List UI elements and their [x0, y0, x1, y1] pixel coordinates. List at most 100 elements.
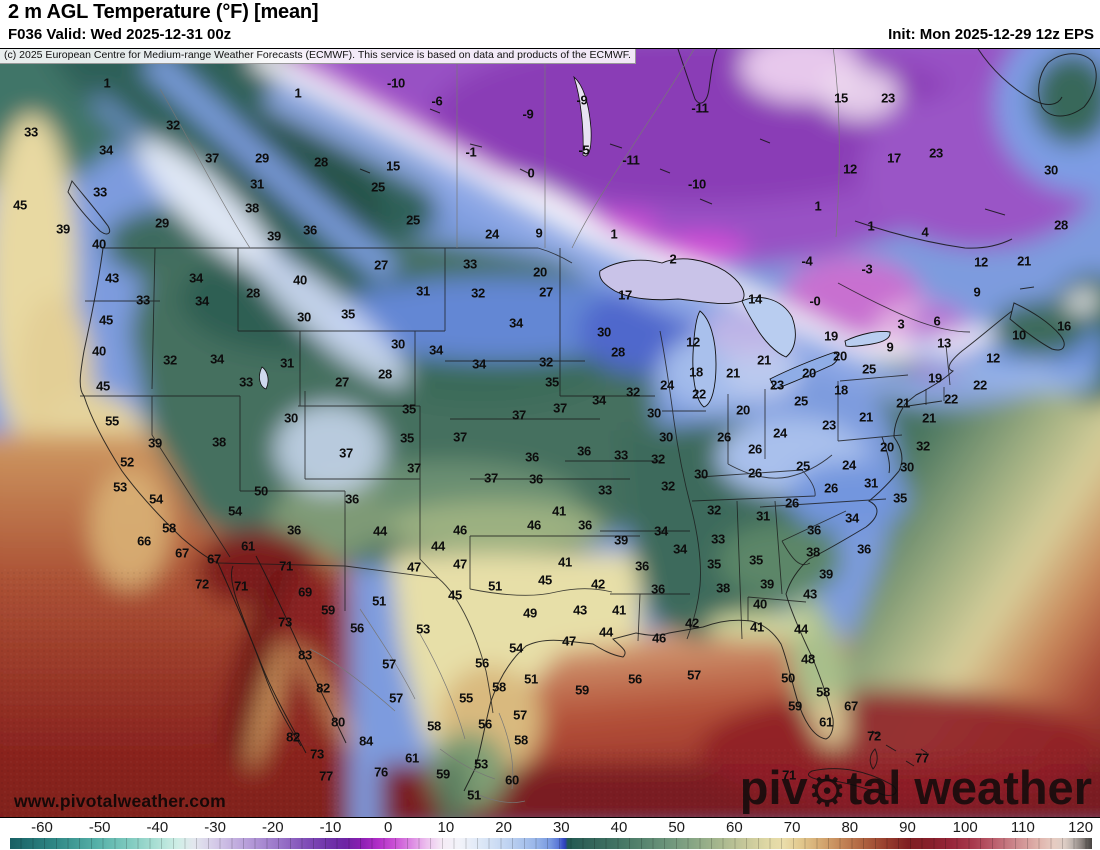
- temp-label: 84: [359, 733, 373, 749]
- temp-label: 35: [545, 374, 559, 390]
- temp-label: 28: [378, 366, 392, 382]
- temp-label: 48: [801, 651, 815, 667]
- temp-label: 25: [371, 179, 385, 195]
- temp-label: 59: [436, 766, 450, 782]
- temp-label: 1: [103, 75, 111, 91]
- temp-label: 67: [175, 545, 189, 561]
- colorbar: -60 -50 -40 -30 -20 -10 0 10 20 30 40 50 60 70 80 90 100…: [0, 818, 1100, 850]
- temp-label: -3: [861, 261, 873, 277]
- temp-label: 31: [280, 355, 294, 371]
- temp-label: 37: [553, 400, 567, 416]
- temp-label: 38: [806, 544, 820, 560]
- temp-label: 12: [686, 334, 700, 350]
- temp-label: 29: [255, 150, 269, 166]
- temp-label: -4: [801, 253, 813, 269]
- temp-label: 32: [651, 451, 665, 467]
- map-labels-layer: 1 1 33 32 34 37 29 28 31 33 38 45 29 39 36 39 40 43 34 40 28…: [0, 49, 1100, 817]
- temp-label: 56: [475, 655, 489, 671]
- temp-label: 35: [893, 490, 907, 506]
- temp-label: 25: [794, 393, 808, 409]
- temp-label: 44: [431, 538, 445, 554]
- temp-label: 21: [859, 409, 873, 425]
- temp-label: 82: [286, 729, 300, 745]
- temp-label: 32: [471, 285, 485, 301]
- temp-label: 44: [599, 624, 613, 640]
- temp-label: 37: [205, 150, 219, 166]
- init-time-label: Init: Mon 2025-12-29 12z EPS: [888, 26, 1094, 43]
- temp-label: 30: [659, 429, 673, 445]
- temp-label: 36: [578, 517, 592, 533]
- temp-label: 26: [824, 480, 838, 496]
- temp-label: 47: [562, 633, 576, 649]
- colorbar-tick: 20: [495, 819, 512, 836]
- temp-label: 17: [618, 287, 632, 303]
- temp-label: 22: [944, 391, 958, 407]
- colorbar-tick: 120: [1068, 819, 1094, 836]
- colorbar-tick: -50: [88, 819, 111, 836]
- temp-label: 39: [56, 221, 70, 237]
- temp-label: 41: [558, 554, 572, 570]
- colorbar-tick: -40: [146, 819, 169, 836]
- stipple-overlay-gulf: [560, 749, 1100, 817]
- temp-label: -11: [691, 100, 709, 116]
- temp-label: 39: [819, 566, 833, 582]
- temp-label: 33: [463, 256, 477, 272]
- temp-label: -10: [688, 176, 706, 192]
- temp-label: 47: [453, 556, 467, 572]
- temp-label: 34: [654, 523, 668, 539]
- temp-label: 34: [673, 541, 687, 557]
- temp-label: 54: [509, 640, 523, 656]
- temp-label: 53: [474, 756, 488, 772]
- temp-label: 71: [782, 767, 796, 783]
- temp-label: 73: [278, 614, 292, 630]
- temp-label: 9: [973, 284, 981, 300]
- temp-label: -9: [576, 92, 588, 108]
- attribution-note: (c) 2025 European Centre for Medium-rang…: [0, 49, 636, 64]
- temp-label: 53: [113, 479, 127, 495]
- temp-label: 31: [756, 508, 770, 524]
- temp-label: 26: [748, 441, 762, 457]
- temp-label: 16: [1057, 318, 1071, 334]
- temp-label: 56: [628, 671, 642, 687]
- temp-label: -5: [578, 142, 590, 158]
- map-header: 2 m AGL Temperature (°F) [mean] F036 Val…: [0, 0, 1100, 48]
- temp-label: 54: [228, 503, 242, 519]
- temp-label: 19: [928, 370, 942, 386]
- temp-label: 30: [284, 410, 298, 426]
- temp-label: 36: [635, 558, 649, 574]
- temp-label: 69: [298, 584, 312, 600]
- temp-label: 32: [661, 478, 675, 494]
- temp-label: 35: [749, 552, 763, 568]
- temp-label: 46: [527, 517, 541, 533]
- temp-label: -11: [622, 152, 640, 168]
- temp-label: 51: [467, 787, 481, 803]
- temp-label: 18: [834, 382, 848, 398]
- temp-label: 36: [577, 443, 591, 459]
- temp-label: 41: [750, 619, 764, 635]
- temp-label: 36: [651, 581, 665, 597]
- colorbar-tick: 90: [899, 819, 916, 836]
- colorbar-tick: -30: [204, 819, 226, 836]
- temp-label: 33: [614, 447, 628, 463]
- temp-label: 31: [250, 176, 264, 192]
- watermark-url: www.pivotalweather.com: [14, 791, 226, 811]
- temp-label: 61: [819, 714, 833, 730]
- temp-label: 45: [538, 572, 552, 588]
- temp-label: 43: [105, 270, 119, 286]
- stipple-overlay-sw: [0, 569, 340, 817]
- temp-label: 38: [212, 434, 226, 450]
- temp-label: 49: [523, 605, 537, 621]
- temp-label: 32: [163, 352, 177, 368]
- temp-label: 56: [350, 620, 364, 636]
- temp-label: 28: [314, 154, 328, 170]
- temp-label: 58: [492, 679, 506, 695]
- colorbar-ticks: -60 -50 -40 -30 -20 -10 0 10 20 30 40 50 60 70 80 90 100…: [0, 818, 1100, 837]
- temp-label: 76: [374, 764, 388, 780]
- temp-label: 37: [484, 470, 498, 486]
- temp-label: 36: [807, 522, 821, 538]
- temp-label: 50: [254, 483, 268, 499]
- temp-label: 66: [137, 533, 151, 549]
- temp-label: 15: [386, 158, 400, 174]
- temp-label: 20: [736, 402, 750, 418]
- map-area: (c) 2025 European Centre for Medium-rang…: [0, 48, 1100, 818]
